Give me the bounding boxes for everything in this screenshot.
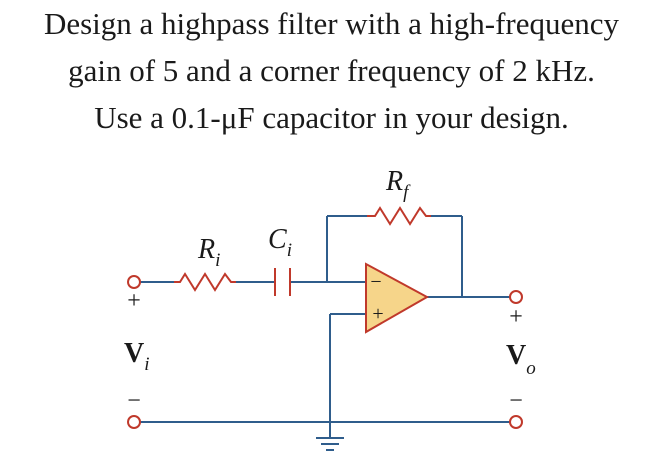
label-vi: Vi [124,338,150,375]
label-ri: Ri [197,234,220,271]
label-ci: Ci [268,224,292,261]
label-rf: Rf [385,166,411,203]
opamp-noninverting-sign: + [372,303,383,325]
capacitor-ci [274,268,291,296]
resistor-ri [174,272,236,292]
label-vo: Vo [506,340,536,379]
resistor-rf [367,206,431,226]
ground-icon [316,437,344,451]
problem-line-3: Use a 0.1-μF capacitor in your design. [94,100,569,135]
problem-line-2: gain of 5 and a corner frequency of 2 kH… [68,53,595,88]
wires [140,215,510,438]
problem-line-1: Design a highpass filter with a high-fre… [43,6,620,41]
opamp [365,262,430,334]
input-minus-sign: − [127,388,141,414]
output-terminal-top [509,290,523,304]
input-terminal-bottom [127,415,141,429]
opamp-inverting-sign: − [370,271,381,293]
input-terminal-top [127,275,141,289]
output-minus-sign: − [509,388,523,414]
input-plus-sign: + [127,288,141,314]
output-plus-sign: + [509,304,523,330]
problem-statement: Design a highpass filter with a high-fre… [0,0,663,141]
output-terminal-bottom [509,415,523,429]
